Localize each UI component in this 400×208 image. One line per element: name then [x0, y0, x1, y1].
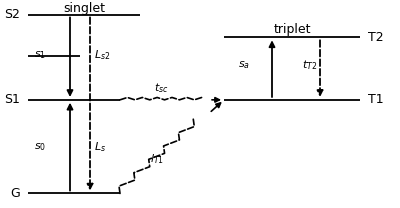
Text: $t_{sc}$: $t_{sc}$ [154, 82, 168, 95]
Text: triplet: triplet [273, 23, 311, 36]
Text: $L_{s2}$: $L_{s2}$ [94, 48, 110, 62]
Text: G: G [10, 187, 20, 200]
Text: $t_{T2}$: $t_{T2}$ [302, 59, 317, 72]
Text: $s_a$: $s_a$ [238, 60, 250, 71]
Text: $s_0$: $s_0$ [34, 141, 46, 152]
Text: S1: S1 [4, 93, 20, 106]
Text: $L_s$: $L_s$ [94, 140, 106, 154]
Text: singlet: singlet [63, 2, 105, 15]
Text: $s_1$: $s_1$ [34, 49, 46, 61]
Text: S2: S2 [4, 8, 20, 21]
Text: T1: T1 [368, 93, 384, 106]
Text: T2: T2 [368, 31, 384, 44]
Text: $l_{T1}$: $l_{T1}$ [150, 152, 164, 166]
